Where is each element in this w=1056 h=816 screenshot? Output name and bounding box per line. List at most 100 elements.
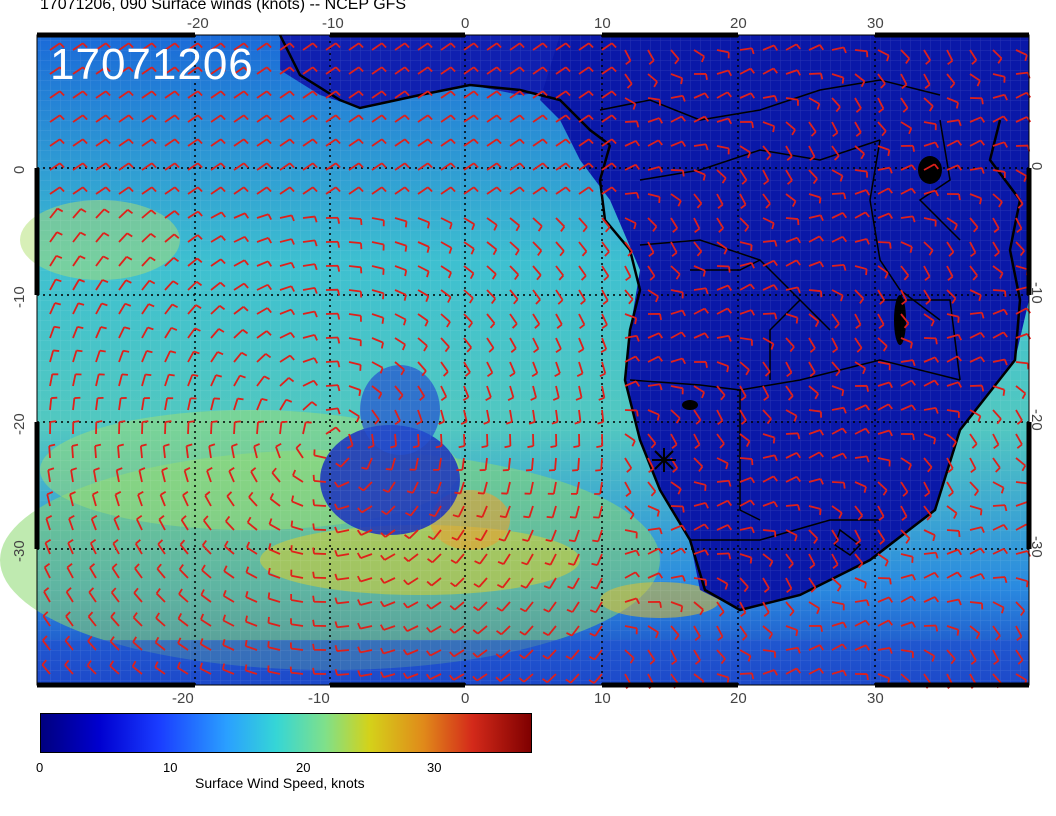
wind-barb xyxy=(271,467,281,483)
wind-barb xyxy=(946,355,962,363)
wind-barb xyxy=(486,66,502,75)
wind-barb xyxy=(877,289,886,305)
wind-barb xyxy=(969,311,985,319)
wind-barb xyxy=(739,457,754,466)
wind-barb xyxy=(555,90,571,99)
wind-barb xyxy=(109,636,120,651)
wind-barb xyxy=(900,553,914,563)
wind-barb xyxy=(877,166,893,174)
wind-barb xyxy=(624,163,641,171)
wind-barb xyxy=(440,162,456,171)
wind-barb xyxy=(371,289,385,300)
wind-barb xyxy=(417,114,433,123)
wind-barb xyxy=(292,469,304,483)
wind-barb xyxy=(762,145,772,161)
wind-barb xyxy=(877,553,889,567)
wind-barb xyxy=(72,186,88,195)
wind-barb xyxy=(831,121,839,137)
wind-barb xyxy=(785,259,801,267)
wind-barb xyxy=(565,649,580,660)
wind-barb xyxy=(601,90,617,99)
wind-barb xyxy=(463,162,479,171)
wind-barb xyxy=(739,625,748,641)
wind-barb xyxy=(390,433,397,449)
wind-barb xyxy=(785,601,795,617)
wind-barb xyxy=(222,589,235,603)
wind-barb xyxy=(348,114,364,123)
wind-barb xyxy=(406,481,419,494)
wind-barb xyxy=(992,576,1008,584)
date-stamp: 17071206 xyxy=(50,40,254,89)
wind-barb xyxy=(1015,601,1026,617)
wind-barb xyxy=(693,649,701,665)
wind-barb xyxy=(394,42,410,51)
wind-barb xyxy=(118,66,134,75)
wind-barb xyxy=(546,505,557,519)
wind-barb xyxy=(244,615,258,627)
wind-barb xyxy=(693,287,709,295)
wind-barb xyxy=(95,114,111,123)
wind-barb xyxy=(647,97,661,106)
wind-barb xyxy=(877,529,886,545)
wind-barb xyxy=(923,596,940,603)
map-frame xyxy=(34,32,1032,688)
wind-barb xyxy=(831,385,845,397)
wind-barb xyxy=(164,280,179,291)
wind-barb xyxy=(877,361,891,371)
wind-barb xyxy=(506,409,513,425)
wind-barb xyxy=(693,332,710,339)
wind-barb xyxy=(969,356,986,363)
wind-barb xyxy=(486,241,498,256)
x-tick-label: 0 xyxy=(461,15,469,32)
wind-barb xyxy=(831,235,848,243)
wind-barb xyxy=(134,563,143,579)
y-axis-left: 0 -10 -20 -30 xyxy=(11,166,28,562)
wind-barb xyxy=(969,73,981,87)
wind-barb xyxy=(647,505,660,517)
wind-barb xyxy=(589,625,603,637)
wind-barb xyxy=(693,523,709,531)
wind-barb xyxy=(854,455,870,463)
wind-barb xyxy=(72,208,87,219)
wind-barb xyxy=(739,526,755,534)
wind-barb xyxy=(831,97,841,113)
wind-barb xyxy=(670,193,682,207)
wind-barb xyxy=(946,571,962,579)
wind-barb xyxy=(49,302,61,315)
wind-barb xyxy=(417,361,427,377)
wind-barb xyxy=(670,217,679,233)
wind-barb xyxy=(187,350,200,363)
wind-barb xyxy=(290,618,304,627)
wind-barb xyxy=(302,401,318,411)
wind-barb xyxy=(417,162,433,171)
wind-barb xyxy=(187,327,201,339)
wind-barb xyxy=(256,186,272,195)
wind-barb xyxy=(808,601,821,615)
colorbar xyxy=(40,713,532,753)
wind-barb xyxy=(302,286,318,294)
wind-barb xyxy=(877,212,894,220)
x-tick-label: 10 xyxy=(594,690,611,707)
wind-barb xyxy=(693,577,707,586)
wind-barb xyxy=(402,625,419,632)
wind-barb xyxy=(463,241,475,255)
wind-barb xyxy=(141,326,154,339)
wind-barb xyxy=(808,553,816,569)
wind-barb xyxy=(380,647,396,655)
wind-barb xyxy=(233,212,250,219)
wind-barb xyxy=(463,66,479,75)
wind-barb xyxy=(472,649,488,658)
wind-barb xyxy=(246,541,258,555)
wind-barb xyxy=(246,516,258,531)
wind-barb xyxy=(946,481,954,497)
wind-barb xyxy=(716,361,730,373)
wind-barb xyxy=(808,121,817,137)
wind-barb xyxy=(356,529,373,536)
wind-barb xyxy=(624,549,640,557)
wind-barb xyxy=(624,265,632,282)
wind-barb xyxy=(312,595,327,603)
wind-barb xyxy=(808,644,825,651)
wind-barb xyxy=(72,138,88,147)
wind-barb xyxy=(785,145,793,161)
wind-barb xyxy=(371,217,385,227)
